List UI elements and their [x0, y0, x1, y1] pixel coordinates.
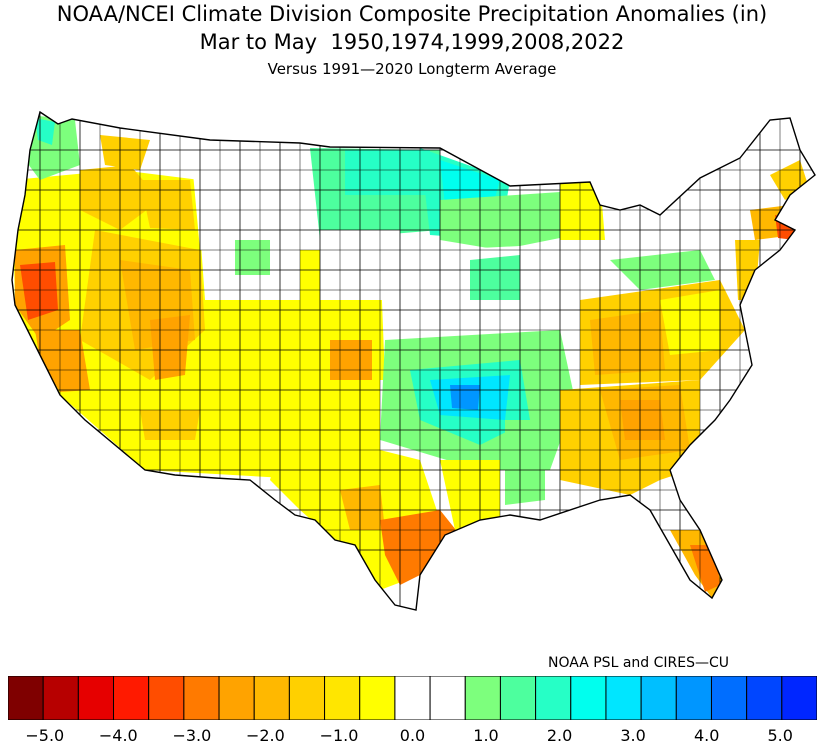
- us-outline: [11, 110, 816, 611]
- colorbar-swatch: [746, 676, 783, 720]
- colorbar-tick-label: 5.0: [767, 726, 793, 745]
- colorbar-swatch: [640, 676, 677, 720]
- anomaly-fill-layer: [12, 112, 815, 610]
- colorbar-tick-label: −5.0: [25, 726, 65, 745]
- map-title: NOAA/NCEI Climate Division Composite Pre…: [56, 2, 768, 26]
- map-subtitle-baseline: Versus 1991—2020 Longterm Average: [267, 60, 557, 78]
- colorbar-swatch: [570, 676, 607, 720]
- colorbar-tick-label: −1.0: [319, 726, 359, 745]
- colorbar: [8, 676, 817, 720]
- colorbar-tick-label: 4.0: [693, 726, 720, 745]
- colorbar-swatch: [183, 676, 220, 720]
- colorbar-swatch: [113, 676, 150, 720]
- colorbar-swatch: [429, 676, 466, 720]
- colorbar-swatch: [42, 676, 79, 720]
- map-subtitle-period: Mar to May 1950,1974,1999,2008,2022: [199, 30, 625, 54]
- colorbar-swatch: [535, 676, 572, 720]
- colorbar-tick-label: 0.0: [399, 726, 426, 745]
- colorbar-tick-label: −3.0: [172, 726, 212, 745]
- colorbar-swatch: [464, 676, 501, 720]
- colorbar-swatch: [675, 676, 712, 720]
- colorbar-swatch: [8, 676, 44, 720]
- colorbar-swatch: [499, 676, 537, 720]
- colorbar-tick-label: 3.0: [620, 726, 646, 745]
- colorbar-swatch: [359, 676, 396, 720]
- colorbar-swatch: [148, 676, 185, 720]
- colorbar-tick-label: 1.0: [473, 726, 499, 745]
- colorbar-swatch: [394, 676, 431, 720]
- colorbar-swatch: [781, 676, 817, 720]
- colorbar-tick-label: 2.0: [546, 726, 573, 745]
- colorbar-swatch: [605, 676, 642, 720]
- colorbar-swatch: [253, 676, 290, 720]
- colorbar-swatch: [324, 676, 361, 720]
- colorbar-swatch: [288, 676, 326, 720]
- colorbar-tick-label: −2.0: [245, 726, 285, 745]
- colorbar-swatch: [218, 676, 255, 720]
- colorbar-swatch: [710, 676, 748, 720]
- credit-label: NOAA PSL and CIRES—CU: [548, 655, 729, 671]
- colorbar-tick-label: −4.0: [98, 726, 138, 745]
- colorbar-swatch: [77, 676, 115, 720]
- us-climate-division-map: [11, 110, 816, 611]
